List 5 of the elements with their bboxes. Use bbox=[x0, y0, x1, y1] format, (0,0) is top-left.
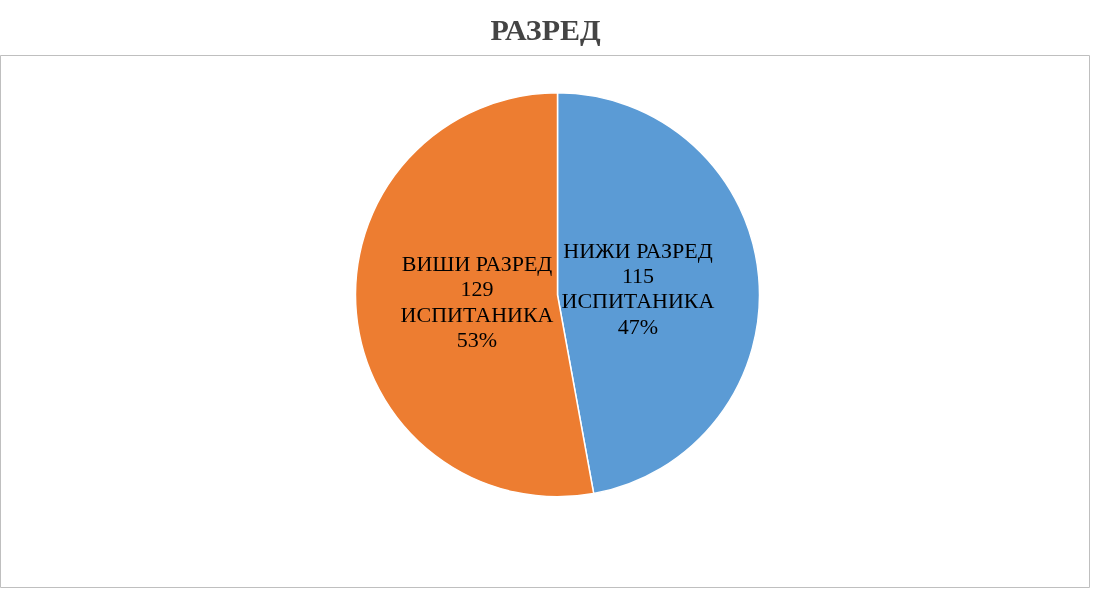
chart-title: РАЗРЕД bbox=[490, 12, 601, 46]
data-label: 115 ИСПИТАНИКА 47% bbox=[561, 262, 715, 339]
slice-label: НИЖИ РАЗРЕД bbox=[563, 237, 713, 263]
slice-label: ВИШИ РАЗРЕД bbox=[401, 250, 553, 276]
data-label: 129 ИСПИТАНИКА 53% bbox=[400, 275, 554, 352]
